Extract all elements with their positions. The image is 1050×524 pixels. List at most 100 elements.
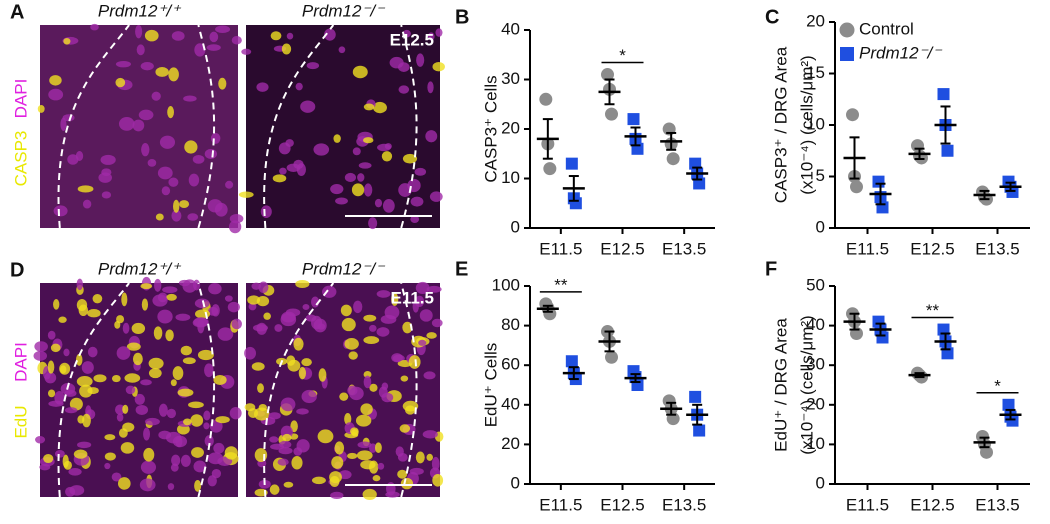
cell-blob (104, 452, 116, 461)
cell-blob (192, 317, 209, 328)
y-tick-label: 20 (501, 434, 520, 453)
cell-blob (380, 314, 397, 324)
cell-blob (368, 217, 378, 230)
data-point (1002, 398, 1015, 411)
genotype-label: Prdm12⁻/⁻ (302, 259, 386, 278)
cell-blob (400, 477, 414, 490)
cell-blob (115, 77, 126, 88)
cell-blob (82, 413, 91, 428)
cell-blob (426, 285, 442, 293)
cell-blob (348, 351, 358, 360)
cell-blob (213, 442, 225, 454)
cell-blob (258, 281, 269, 294)
data-point (627, 113, 640, 126)
cell-blob (182, 357, 196, 365)
data-point (543, 307, 557, 321)
cell-blob (419, 309, 433, 322)
cell-blob (135, 404, 149, 415)
cell-blob (329, 475, 340, 487)
data-point (937, 88, 950, 101)
cell-blob (381, 382, 389, 391)
cell-blob (414, 167, 427, 176)
cell-blob (172, 435, 188, 448)
y-tick-label: 40 (501, 19, 520, 38)
cell-blob (143, 427, 151, 441)
cell-blob (75, 353, 83, 366)
cell-blob (188, 401, 204, 409)
cell-blob (132, 352, 143, 366)
legend-marker (839, 22, 855, 38)
cell-blob (432, 474, 444, 487)
cell-blob (213, 374, 227, 385)
cell-blob (400, 375, 409, 382)
cell-blob (115, 60, 131, 68)
cell-blob (140, 61, 154, 71)
cell-blob (351, 183, 365, 197)
data-point (872, 175, 885, 188)
cell-blob (333, 134, 341, 143)
cell-blob (363, 336, 380, 344)
cell-blob (362, 488, 377, 500)
data-point (876, 331, 889, 344)
cell-blob (360, 403, 373, 416)
cell-blob (402, 400, 419, 412)
cell-blob (215, 25, 231, 34)
cell-blob (295, 280, 310, 288)
data-point (605, 350, 618, 364)
cell-blob (376, 327, 390, 337)
cell-blob (300, 100, 316, 113)
cell-blob (363, 103, 375, 111)
drg-outline (57, 24, 130, 229)
cell-blob (171, 209, 182, 222)
cell-blob (231, 318, 242, 330)
cell-blob (330, 184, 344, 195)
genotype-label: Prdm12⁺/⁺ (98, 259, 182, 278)
drg-outline (197, 282, 216, 498)
cell-blob (416, 53, 425, 67)
cell-blob (368, 460, 379, 474)
cell-blob (144, 417, 160, 426)
y-axis-label: CASP3⁺ / DRG Area (771, 46, 790, 203)
x-tick-label: E13.5 (975, 239, 1019, 258)
cell-blob (153, 326, 163, 340)
cell-blob (167, 483, 175, 491)
cell-blob (141, 143, 150, 157)
data-point (666, 152, 680, 166)
cell-blob (352, 65, 368, 79)
cell-blob (140, 283, 153, 290)
cell-blob (69, 397, 83, 411)
panel-letter: D (10, 259, 24, 281)
cell-blob (263, 312, 271, 320)
legend-label: Prdm12⁻/⁻ (859, 43, 943, 62)
cell-blob (77, 441, 92, 449)
cell-blob (286, 355, 296, 366)
cell-blob (159, 135, 176, 149)
cell-blob (347, 385, 358, 396)
cell-blob (217, 327, 234, 341)
panel-letter: A (10, 1, 24, 23)
cell-blob (183, 418, 192, 426)
cell-blob (139, 478, 156, 492)
cell-blob (377, 143, 392, 152)
cell-blob (63, 348, 70, 357)
cell-blob (148, 368, 162, 379)
x-tick-label: E11.5 (539, 495, 582, 514)
cell-blob (241, 48, 252, 55)
cell-blob (187, 213, 199, 221)
y-tick-label: 40 (501, 394, 520, 413)
cell-blob (322, 285, 337, 298)
panel-letter: F (765, 258, 777, 280)
y-tick-label: 0 (511, 473, 520, 492)
cell-blob (358, 162, 372, 169)
cell-blob (54, 449, 65, 458)
y-axis-label: EdU⁺ Cells (481, 343, 500, 428)
cell-blob (204, 435, 214, 447)
cell-blob (82, 199, 92, 209)
cell-blob (414, 295, 425, 307)
drg-outline (400, 282, 418, 498)
cell-blob (171, 454, 181, 467)
cell-blob (376, 290, 391, 298)
cell-blob (301, 358, 312, 367)
cell-blob (157, 309, 173, 324)
